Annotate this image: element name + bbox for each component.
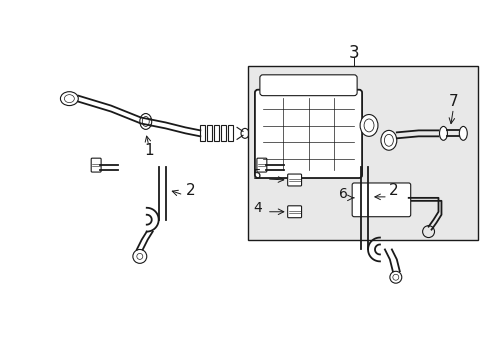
Ellipse shape: [359, 114, 377, 136]
Text: 4: 4: [253, 201, 262, 215]
FancyBboxPatch shape: [91, 158, 101, 172]
FancyBboxPatch shape: [287, 174, 301, 186]
FancyBboxPatch shape: [351, 183, 410, 217]
Ellipse shape: [439, 126, 447, 140]
FancyBboxPatch shape: [287, 206, 301, 218]
Text: 6: 6: [339, 187, 347, 201]
Text: 7: 7: [447, 94, 457, 109]
Ellipse shape: [380, 130, 396, 150]
Ellipse shape: [458, 126, 467, 140]
Text: 2: 2: [388, 183, 398, 198]
Bar: [207, 125, 212, 141]
Text: 5: 5: [253, 168, 262, 182]
Text: 2: 2: [185, 183, 195, 198]
FancyBboxPatch shape: [256, 158, 266, 172]
Bar: [200, 125, 205, 141]
Text: 1: 1: [143, 143, 153, 158]
Bar: [228, 125, 233, 141]
Bar: [247, 66, 477, 239]
FancyBboxPatch shape: [254, 90, 361, 178]
Bar: [221, 125, 225, 141]
FancyBboxPatch shape: [259, 75, 356, 96]
Ellipse shape: [140, 113, 151, 129]
Text: 3: 3: [348, 44, 359, 62]
Bar: [214, 125, 219, 141]
